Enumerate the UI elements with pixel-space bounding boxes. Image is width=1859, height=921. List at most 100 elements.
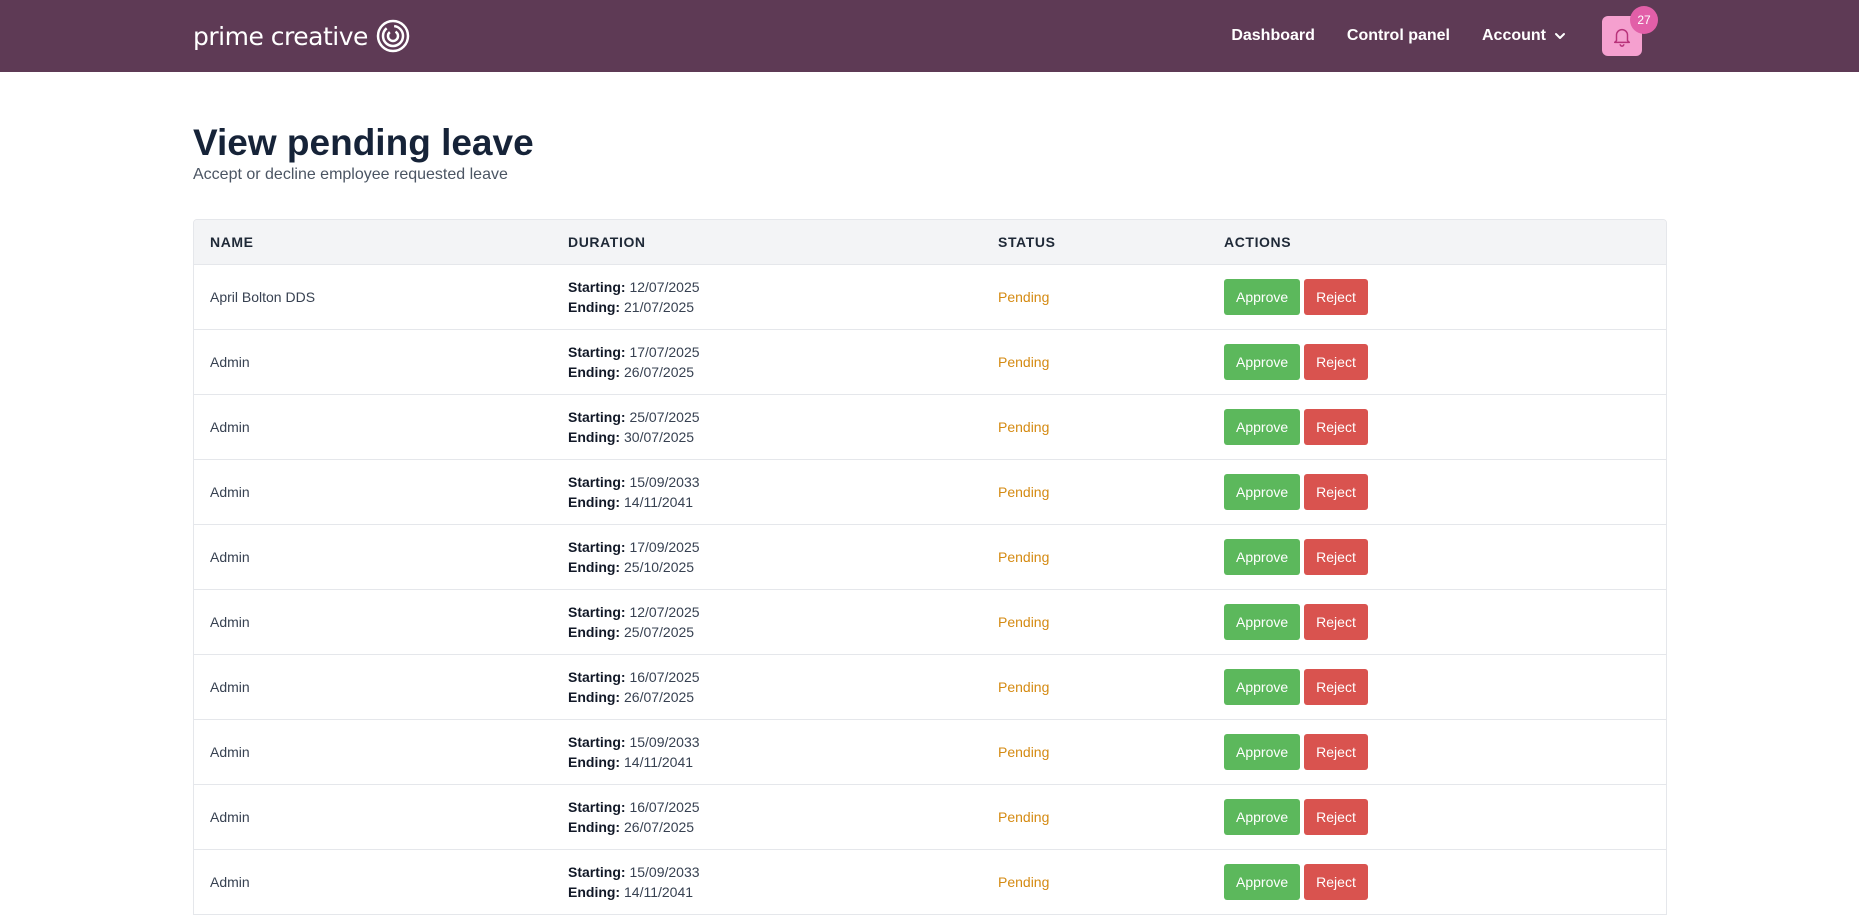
reject-button[interactable]: Reject [1304, 863, 1368, 900]
row-actions: Approve Reject [1208, 329, 1666, 394]
main-content: View pending leave Accept or decline emp… [193, 72, 1667, 915]
ending-line: Ending: 14/11/2041 [568, 882, 982, 902]
row-actions: Approve Reject [1208, 589, 1666, 654]
reject-button[interactable]: Reject [1304, 343, 1368, 380]
approve-button[interactable]: Approve [1224, 473, 1301, 510]
reject-button[interactable]: Reject [1304, 798, 1368, 835]
ending-label: Ending: [568, 623, 621, 640]
ending-line: Ending: 26/07/2025 [568, 817, 982, 837]
table-row: Admin Starting: 17/07/2025 Ending: 26/07… [194, 329, 1666, 394]
starting-date: 17/07/2025 [629, 343, 700, 360]
ending-line: Ending: 25/07/2025 [568, 622, 982, 642]
reject-button[interactable]: Reject [1304, 408, 1368, 445]
brand-link[interactable]: prime creative [193, 16, 410, 56]
starting-line: Starting: 15/09/2033 [568, 732, 982, 752]
row-duration: Starting: 15/09/2033 Ending: 14/11/2041 [552, 849, 982, 914]
brand-name: prime creative [193, 21, 368, 51]
ending-line: Ending: 21/07/2025 [568, 297, 982, 317]
ending-label: Ending: [568, 428, 621, 445]
row-duration: Starting: 15/09/2033 Ending: 14/11/2041 [552, 719, 982, 784]
approve-button[interactable]: Approve [1224, 603, 1301, 640]
nav-account-label: Account [1482, 27, 1546, 44]
starting-label: Starting: [568, 408, 626, 425]
approve-button[interactable]: Approve [1224, 733, 1301, 770]
ending-label: Ending: [568, 753, 621, 770]
row-name: Admin [210, 548, 250, 565]
status-text: Pending [998, 808, 1050, 825]
reject-button[interactable]: Reject [1304, 473, 1368, 510]
row-duration: Starting: 16/07/2025 Ending: 26/07/2025 [552, 654, 982, 719]
starting-date: 25/07/2025 [629, 408, 700, 425]
row-name: Admin [210, 808, 250, 825]
reject-button[interactable]: Reject [1304, 733, 1368, 770]
row-name: Admin [210, 418, 250, 435]
row-actions: Approve Reject [1208, 849, 1666, 914]
approve-button[interactable]: Approve [1224, 408, 1301, 445]
notification-count-badge: 27 [1630, 6, 1658, 34]
starting-date: 12/07/2025 [629, 603, 700, 620]
header-duration: DURATION [568, 233, 646, 250]
row-actions: Approve Reject [1208, 394, 1666, 459]
ending-date: 21/07/2025 [624, 298, 695, 315]
ending-date: 26/07/2025 [624, 818, 695, 835]
starting-date: 15/09/2033 [629, 473, 700, 490]
ending-date: 25/07/2025 [624, 623, 695, 640]
starting-line: Starting: 17/09/2025 [568, 537, 982, 557]
row-duration: Starting: 16/07/2025 Ending: 26/07/2025 [552, 784, 982, 849]
ending-label: Ending: [568, 363, 621, 380]
table-row: Admin Starting: 25/07/2025 Ending: 30/07… [194, 394, 1666, 459]
ending-label: Ending: [568, 558, 621, 575]
ending-label: Ending: [568, 883, 621, 900]
approve-button[interactable]: Approve [1224, 278, 1301, 315]
nav-control-panel[interactable]: Control panel [1346, 27, 1450, 44]
ending-date: 26/07/2025 [624, 363, 695, 380]
header-name: NAME [210, 233, 254, 250]
top-navbar: prime creative Dashboard Control panel A… [0, 0, 1859, 72]
approve-button[interactable]: Approve [1224, 798, 1301, 835]
ending-line: Ending: 25/10/2025 [568, 557, 982, 577]
approve-button[interactable]: Approve [1224, 668, 1301, 705]
approve-button[interactable]: Approve [1224, 343, 1301, 380]
approve-button[interactable]: Approve [1224, 538, 1301, 575]
row-name: April Bolton DDS [210, 288, 316, 305]
nav-account[interactable]: Account [1482, 27, 1566, 45]
reject-button[interactable]: Reject [1304, 538, 1368, 575]
row-duration: Starting: 17/09/2025 Ending: 25/10/2025 [552, 524, 982, 589]
starting-label: Starting: [568, 733, 626, 750]
starting-line: Starting: 15/09/2033 [568, 862, 982, 882]
reject-button[interactable]: Reject [1304, 603, 1368, 640]
approve-button[interactable]: Approve [1224, 863, 1301, 900]
reject-button[interactable]: Reject [1304, 668, 1368, 705]
starting-line: Starting: 12/07/2025 [568, 602, 982, 622]
starting-label: Starting: [568, 278, 626, 295]
starting-date: 15/09/2033 [629, 863, 700, 880]
row-duration: Starting: 15/09/2033 Ending: 14/11/2041 [552, 459, 982, 524]
row-duration: Starting: 12/07/2025 Ending: 25/07/2025 [552, 589, 982, 654]
starting-date: 16/07/2025 [629, 798, 700, 815]
starting-label: Starting: [568, 343, 626, 360]
status-text: Pending [998, 548, 1050, 565]
bell-icon [1613, 28, 1631, 47]
ending-line: Ending: 26/07/2025 [568, 687, 982, 707]
starting-date: 15/09/2033 [629, 733, 700, 750]
starting-date: 17/09/2025 [629, 538, 700, 555]
ending-date: 25/10/2025 [624, 558, 695, 575]
starting-label: Starting: [568, 538, 626, 555]
row-name: Admin [210, 353, 250, 370]
table-row: Admin Starting: 17/09/2025 Ending: 25/10… [194, 524, 1666, 589]
starting-label: Starting: [568, 798, 626, 815]
starting-label: Starting: [568, 668, 626, 685]
ending-date: 14/11/2041 [624, 493, 694, 510]
ending-date: 14/11/2041 [624, 753, 694, 770]
pending-leave-table: NAME DURATION STATUS ACTIONS April Bolto… [193, 219, 1667, 915]
ending-date: 30/07/2025 [624, 428, 695, 445]
brand-logo-icon [376, 19, 410, 53]
table-row: Admin Starting: 15/09/2033 Ending: 14/11… [194, 459, 1666, 524]
status-text: Pending [998, 288, 1050, 305]
table-row: Admin Starting: 12/07/2025 Ending: 25/07… [194, 589, 1666, 654]
starting-line: Starting: 15/09/2033 [568, 472, 982, 492]
reject-button[interactable]: Reject [1304, 278, 1368, 315]
notifications-button[interactable]: 27 [1602, 6, 1658, 56]
nav-dashboard[interactable]: Dashboard [1231, 27, 1315, 44]
status-text: Pending [998, 678, 1050, 695]
